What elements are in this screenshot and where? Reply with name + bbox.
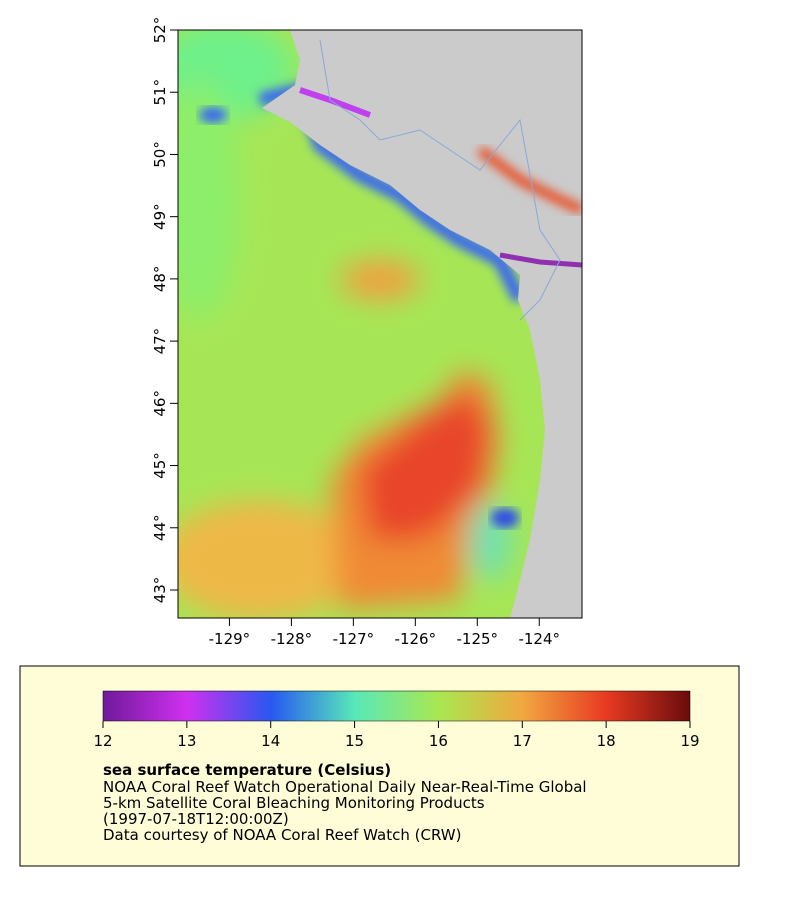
y-tick-label: 49° — [151, 203, 169, 230]
legend-line: (1997-07-18T12:00:00Z) — [103, 810, 289, 828]
colorbar-tick-label: 13 — [177, 732, 196, 750]
colorbar-tick-label: 18 — [597, 732, 616, 750]
x-tick-label: -129° — [209, 630, 251, 648]
y-tick-label: 47° — [151, 328, 169, 355]
legend-title: sea surface temperature (Celsius) — [103, 761, 391, 779]
colorbar-tick-label: 12 — [93, 732, 112, 750]
map-image — [178, 30, 582, 618]
x-tick-label: -124° — [518, 630, 560, 648]
x-tick-label: -127° — [333, 630, 375, 648]
y-tick-label: 43° — [151, 577, 169, 604]
y-tick-label: 44° — [151, 514, 169, 541]
x-tick-label: -126° — [395, 630, 437, 648]
y-tick-label: 52° — [151, 17, 169, 44]
x-tick-label: -128° — [271, 630, 313, 648]
colorbar-tick-label: 14 — [261, 732, 280, 750]
y-tick-label: 51° — [151, 79, 169, 106]
y-tick-label: 45° — [151, 452, 169, 479]
legend-line: 5-km Satellite Coral Bleaching Monitorin… — [103, 794, 485, 812]
x-tick-label: -125° — [457, 630, 499, 648]
colorbar-tick-label: 19 — [680, 732, 699, 750]
plot-frame — [177, 29, 583, 619]
colorbar-tick-label: 17 — [513, 732, 532, 750]
colorbar-tick-label: 15 — [345, 732, 364, 750]
colorbar-tick-label: 16 — [429, 732, 448, 750]
legend-line: NOAA Coral Reef Watch Operational Daily … — [103, 778, 587, 796]
legend-line: Data courtesy of NOAA Coral Reef Watch (… — [103, 826, 461, 844]
y-tick-label: 48° — [151, 266, 169, 293]
y-tick-label: 50° — [151, 141, 169, 168]
y-tick-label: 46° — [151, 390, 169, 417]
colorbar — [102, 690, 691, 722]
